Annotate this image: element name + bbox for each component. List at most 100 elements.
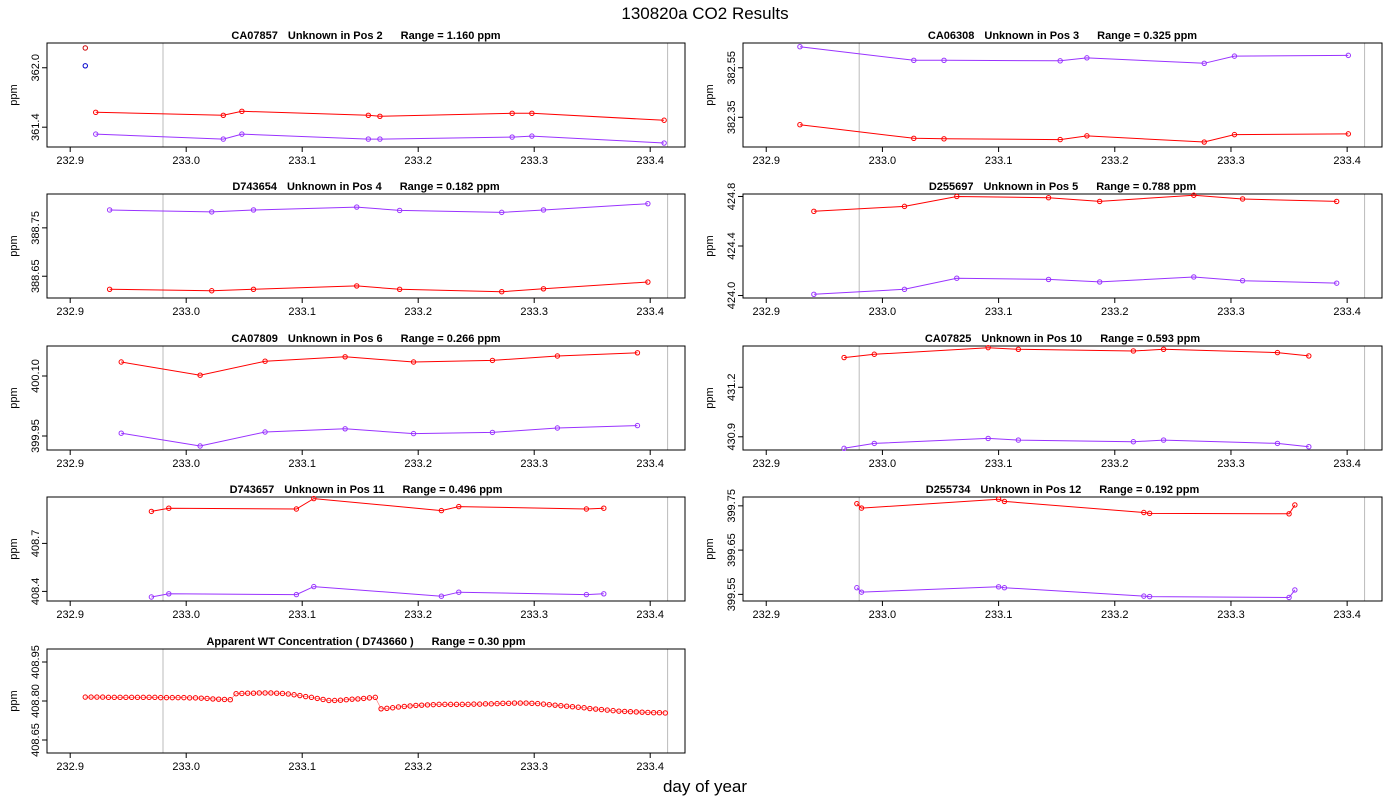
data-point bbox=[941, 136, 947, 142]
data-point bbox=[166, 505, 172, 511]
series-segment bbox=[340, 699, 347, 701]
plot-frame bbox=[46, 193, 686, 299]
series-purple bbox=[841, 435, 1312, 452]
x-tick-label: 233.2 bbox=[404, 306, 432, 318]
series-segment bbox=[288, 693, 295, 696]
data-point bbox=[268, 690, 274, 696]
data-point bbox=[221, 696, 228, 703]
series-line bbox=[844, 437, 1309, 449]
x-tick-label: 233.2 bbox=[1101, 306, 1129, 318]
data-point bbox=[273, 690, 280, 696]
data-point bbox=[215, 696, 222, 702]
data-point bbox=[901, 203, 908, 210]
x-tick-label: 233.1 bbox=[985, 609, 1013, 621]
series-segment bbox=[404, 705, 411, 707]
x-tick-label: 233.4 bbox=[1333, 155, 1361, 167]
panel-title-id: Apparent WT Concentration ( D743660 ) bbox=[206, 636, 414, 648]
data-point bbox=[447, 701, 454, 708]
series-purple bbox=[106, 200, 651, 216]
data-point bbox=[372, 694, 378, 701]
series-line bbox=[151, 586, 604, 598]
data-point bbox=[601, 505, 607, 511]
panel-title-id: D255697 bbox=[929, 181, 974, 193]
data-point bbox=[152, 694, 158, 701]
panel-p6: CA07825 Unknown in Pos 10 Range = 0.593 pp… bbox=[704, 333, 1383, 470]
x-tick-label: 232.9 bbox=[56, 609, 84, 621]
data-point bbox=[911, 57, 917, 64]
data-point bbox=[410, 359, 417, 365]
data-point bbox=[320, 696, 326, 703]
data-point bbox=[1286, 511, 1292, 517]
data-point bbox=[1345, 131, 1352, 137]
data-point bbox=[650, 710, 657, 716]
x-tick-label: 233.4 bbox=[636, 306, 664, 318]
data-point bbox=[1141, 593, 1147, 599]
plot-frame bbox=[46, 42, 686, 148]
data-point bbox=[302, 693, 309, 700]
data-point bbox=[456, 503, 462, 510]
data-point bbox=[529, 133, 535, 139]
data-point bbox=[1239, 277, 1246, 284]
x-tick-label: 233.0 bbox=[172, 458, 200, 470]
data-point bbox=[118, 359, 124, 365]
data-point bbox=[583, 591, 590, 598]
data-point bbox=[360, 695, 367, 702]
data-point bbox=[598, 706, 605, 713]
panel-title-range: Range = 0.788 ppm bbox=[1096, 181, 1196, 193]
x-tick-label: 233.0 bbox=[869, 609, 897, 621]
data-point bbox=[523, 700, 529, 706]
series-purple bbox=[148, 583, 607, 600]
series-segment bbox=[381, 707, 387, 710]
x-tick-label: 233.3 bbox=[1217, 306, 1245, 318]
data-point bbox=[1084, 55, 1090, 61]
data-point bbox=[656, 710, 663, 716]
y-axis-label: ppm bbox=[8, 690, 20, 711]
plot-frame bbox=[46, 648, 686, 754]
series-segment bbox=[369, 697, 376, 699]
data-point bbox=[1001, 585, 1008, 591]
data-point bbox=[250, 690, 257, 696]
data-point bbox=[204, 695, 210, 702]
data-point bbox=[985, 435, 991, 442]
series-segment bbox=[230, 693, 237, 700]
data-point bbox=[995, 584, 1002, 590]
series-line bbox=[844, 347, 1309, 359]
series-purple bbox=[797, 44, 1352, 67]
data-point bbox=[186, 695, 193, 701]
data-point bbox=[871, 440, 877, 447]
series-segment bbox=[578, 706, 585, 709]
data-point bbox=[413, 702, 419, 709]
data-point bbox=[436, 701, 442, 708]
data-point bbox=[583, 506, 590, 512]
series-segment bbox=[566, 705, 573, 708]
panel-title-position: Unknown in Pos 4 bbox=[287, 181, 383, 193]
data-point bbox=[1306, 443, 1312, 450]
data-point bbox=[424, 702, 431, 708]
data-point bbox=[1015, 346, 1022, 353]
x-tick-label: 233.2 bbox=[1101, 155, 1129, 167]
data-point bbox=[546, 701, 552, 708]
panel-title-position: Unknown in Pos 2 bbox=[288, 30, 383, 42]
data-point bbox=[291, 692, 297, 698]
data-point bbox=[601, 591, 607, 597]
data-point bbox=[1201, 60, 1207, 67]
data-point bbox=[489, 357, 496, 364]
data-point bbox=[854, 585, 860, 591]
data-point bbox=[396, 286, 403, 292]
data-point bbox=[569, 704, 576, 710]
x-tick-label: 233.0 bbox=[172, 155, 200, 167]
x-tick-label: 232.9 bbox=[56, 155, 84, 167]
data-point bbox=[517, 700, 523, 706]
panel-title: D255697 Unknown in Pos 5 Range = 0.788 ppm bbox=[929, 181, 1197, 193]
data-point bbox=[111, 694, 117, 701]
data-point bbox=[209, 209, 215, 215]
data-point bbox=[169, 694, 175, 701]
data-point bbox=[430, 701, 436, 708]
data-point bbox=[995, 496, 1002, 502]
x-tick-label: 233.0 bbox=[172, 306, 200, 318]
data-point bbox=[407, 703, 413, 709]
data-point bbox=[581, 705, 587, 711]
data-point bbox=[1191, 192, 1197, 198]
series-red bbox=[148, 495, 607, 515]
y-axis-label: ppm bbox=[8, 235, 20, 256]
